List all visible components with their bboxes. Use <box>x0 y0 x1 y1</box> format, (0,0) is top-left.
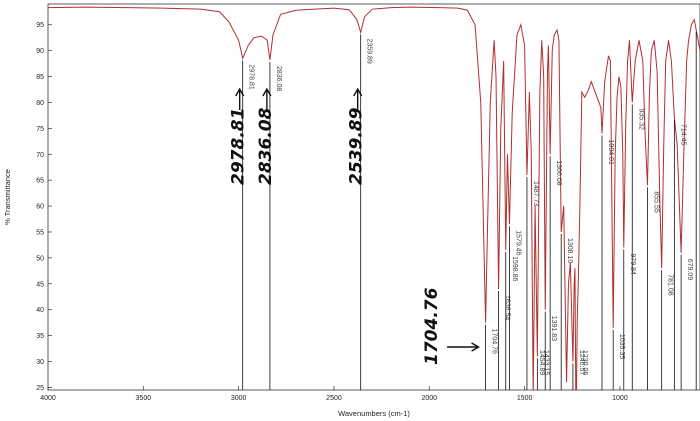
series-layer <box>48 6 700 390</box>
peak-label: 2359.89 <box>366 38 373 63</box>
x-tick-label: 1000 <box>612 395 628 402</box>
y-axis-title: % Transmittance <box>3 169 12 225</box>
peak-label: 2978.81 <box>248 64 255 89</box>
handwritten-note: 1704.76 <box>422 287 442 365</box>
y-axis: 25 30 35 40 45 50 55 60 65 70 75 80 85 90 95 <box>36 22 52 392</box>
x-axis: 4000 3500 3000 2500 2000 1500 1000 <box>40 386 628 402</box>
peak-label: 1230.06 <box>581 350 588 375</box>
y-tick-label: 40 <box>36 307 44 314</box>
peak-labels: 2978.81 2836.08 2359.89 1704.76 1636.54 1598.… <box>242 31 697 390</box>
spectrum-line <box>48 6 700 390</box>
y-tick-label: 50 <box>36 255 44 262</box>
x-tick-label: 1500 <box>517 395 533 402</box>
y-tick-label: 90 <box>36 48 44 55</box>
peak-label: 1366.08 <box>555 160 562 185</box>
peak-label: 1704.76 <box>491 329 498 354</box>
x-tick-label: 4000 <box>40 395 56 402</box>
x-tick-label: 2500 <box>326 395 342 402</box>
peak-label: 781.08 <box>667 274 674 296</box>
peak-label: 1308.10 <box>566 238 573 263</box>
annotation-arrow-head <box>353 87 363 97</box>
y-tick-label: 70 <box>36 152 44 159</box>
peak-label: 1636.54 <box>504 295 511 320</box>
y-tick-label: 80 <box>36 100 44 107</box>
peak-label: 1487.73 <box>532 181 539 206</box>
peak-label: 1246.57 <box>578 350 585 375</box>
y-tick-label: 25 <box>36 385 44 392</box>
handwritten-annotations: 2978.81 2836.08 2539.89 1704.76 <box>229 87 480 365</box>
y-tick-label: 30 <box>36 359 44 366</box>
peak-label: 1035.35 <box>618 334 625 359</box>
y-tick-label: 65 <box>36 178 44 185</box>
annotation-arrow-head <box>235 87 245 97</box>
plot-frame <box>47 3 700 391</box>
x-axis-title: Wavenumbers (cm-1) <box>338 409 410 418</box>
x-tick-label: 2000 <box>421 395 437 402</box>
peak-label: 855.55 <box>652 191 659 213</box>
y-tick-label: 85 <box>36 74 44 81</box>
y-tick-label: 55 <box>36 229 44 236</box>
peak-label: 2836.08 <box>275 66 282 91</box>
x-tick-label: 3500 <box>136 395 152 402</box>
handwritten-note: 2978.81 <box>229 108 249 185</box>
annotation-arrow-head <box>471 342 480 352</box>
handwritten-note: 2836.08 <box>256 107 276 185</box>
y-tick-label: 45 <box>36 281 44 288</box>
peak-label: 1391.83 <box>550 316 557 341</box>
peak-label: 935.32 <box>637 108 644 130</box>
x-tick-label: 3000 <box>231 395 247 402</box>
peak-label: 1598.86 <box>511 256 518 281</box>
peak-label: 679.09 <box>686 259 693 281</box>
handwritten-note: 2539.89 <box>347 107 367 185</box>
peak-label: 1454.89 <box>538 350 545 375</box>
y-tick-label: 95 <box>36 22 44 29</box>
y-tick-label: 75 <box>36 126 44 133</box>
peak-label: 1579.46 <box>514 230 521 255</box>
peak-label: 714.45 <box>679 124 686 146</box>
annotation-arrow-head <box>262 87 272 97</box>
peak-label: 1094.01 <box>607 140 614 165</box>
y-tick-label: 35 <box>36 333 44 340</box>
y-tick-label: 60 <box>36 204 44 211</box>
peak-label: 1433.15 <box>542 350 549 375</box>
